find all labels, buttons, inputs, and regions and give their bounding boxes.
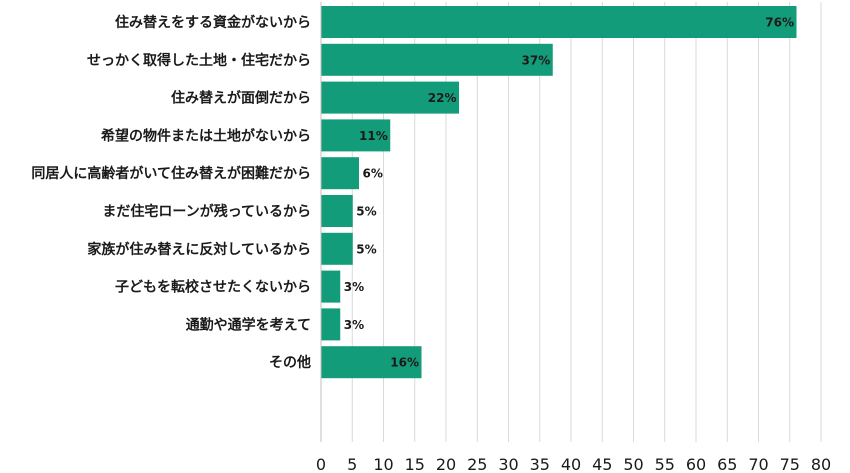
data-label: 22%: [428, 91, 457, 105]
data-label: 16%: [390, 356, 419, 370]
x-tick-label: 45: [592, 455, 612, 473]
data-label: 76%: [765, 16, 794, 30]
x-tick-label: 10: [373, 455, 393, 473]
category-label: 住み替えをする資金がないから: [115, 14, 311, 31]
bar: [321, 346, 422, 379]
x-tick-label: 80: [811, 455, 831, 473]
data-labels: 76% 37% 22% 11% 6% 5% 5% 3% 3% 16%: [344, 16, 794, 370]
data-label: 5%: [356, 242, 376, 256]
category-label: その他: [269, 354, 311, 371]
x-tick-label: 60: [686, 455, 706, 473]
category-label: 子どもを転校させたくないから: [115, 279, 311, 296]
data-label: 3%: [344, 280, 364, 294]
x-tick-label: 5: [347, 455, 357, 473]
x-tick-label: 65: [717, 455, 737, 473]
x-tick-label: 70: [748, 455, 768, 473]
x-tick-label: 50: [623, 455, 643, 473]
category-label: せっかく取得した土地・住宅だから: [87, 52, 311, 69]
bars: [321, 6, 797, 379]
bar: [321, 232, 353, 265]
category-label: 希望の物件または土地がないから: [101, 127, 311, 144]
bar: [321, 157, 359, 190]
bar: [321, 6, 797, 38]
x-tick-label: 25: [467, 455, 487, 473]
data-label: 37%: [522, 53, 551, 67]
category-labels: 住み替えをする資金がないからせっかく取得した土地・住宅だから住み替えが面倒だから…: [31, 14, 311, 371]
x-tick-label: 30: [498, 455, 518, 473]
x-tick-label: 35: [530, 455, 550, 473]
category-label: 住み替えが面倒だから: [171, 90, 311, 107]
bar: [321, 308, 341, 341]
category-label: まだ住宅ローンが残っているから: [102, 203, 311, 220]
bar: [321, 43, 553, 76]
bar: [321, 81, 459, 114]
x-tick-label: 40: [561, 455, 581, 473]
x-tick-label: 15: [405, 455, 425, 473]
bar: [321, 119, 391, 152]
x-tick-labels: 0 5 10 15 20 25 30 35 40 45 50 55 60 65 70 75 80: [316, 455, 831, 473]
data-label: 6%: [363, 167, 383, 181]
data-label: 11%: [359, 129, 388, 143]
x-tick-label: 75: [780, 455, 800, 473]
category-label: 家族が住み替えに反対しているから: [87, 241, 311, 258]
x-tick-label: 55: [655, 455, 675, 473]
bar: [321, 270, 341, 303]
x-tick-label: 20: [436, 455, 456, 473]
category-label: 通勤や通学を考えて: [186, 316, 311, 333]
data-label: 5%: [356, 205, 376, 219]
bar: [321, 195, 353, 227]
category-label: 同居人に高齢者がいて住み替えが困難だから: [31, 165, 311, 182]
data-label: 3%: [344, 318, 364, 332]
x-tick-label: 0: [316, 455, 326, 473]
